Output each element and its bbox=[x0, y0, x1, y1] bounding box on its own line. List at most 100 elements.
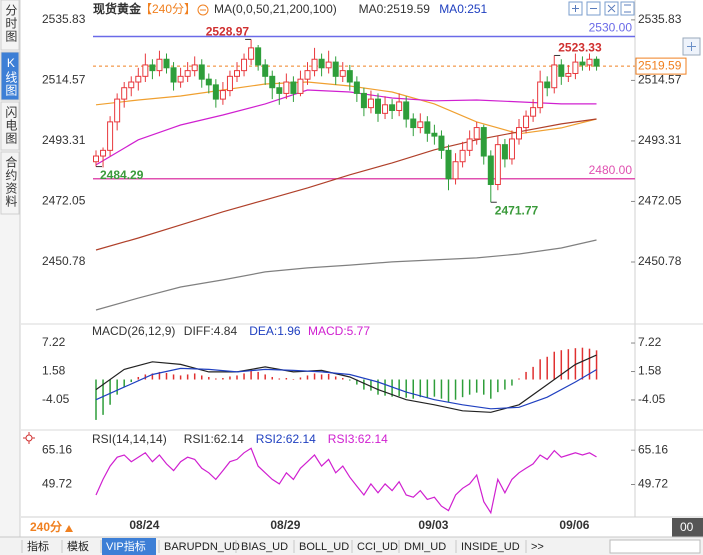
period-selector[interactable]: 240分 bbox=[30, 519, 62, 534]
macd-bar bbox=[546, 356, 548, 380]
candle-body bbox=[593, 58, 600, 67]
macd-bar bbox=[504, 379, 506, 390]
candle-body bbox=[389, 104, 396, 111]
macd-bar bbox=[144, 374, 147, 380]
macd-bar bbox=[236, 375, 238, 380]
tab-label[interactable]: BOLL_UD bbox=[299, 541, 349, 553]
y-tick-label: 1.58 bbox=[638, 364, 662, 378]
candle-body bbox=[184, 70, 191, 77]
sidebar-tab[interactable] bbox=[0, 101, 20, 151]
tab-label[interactable]: INSIDE_UD bbox=[461, 541, 520, 553]
sidebar-tab[interactable] bbox=[0, 151, 20, 215]
settings-icon[interactable] bbox=[23, 432, 35, 444]
candle-body bbox=[353, 81, 360, 94]
tab-label[interactable]: VIP指标 bbox=[106, 539, 146, 553]
macd-bar bbox=[264, 374, 266, 380]
candle-body bbox=[198, 64, 205, 80]
candle-body bbox=[135, 75, 142, 83]
candle-body bbox=[163, 58, 170, 69]
sidebar-tab-label[interactable]: 闪电图 bbox=[4, 106, 18, 145]
period-label: 【240分】 bbox=[140, 2, 196, 16]
candle-body bbox=[530, 107, 537, 117]
macd-bar bbox=[377, 379, 379, 395]
candle-body bbox=[226, 75, 233, 92]
y-tick-label-left: 2493.31 bbox=[42, 133, 86, 147]
candle-body bbox=[360, 92, 367, 109]
candle-body bbox=[544, 81, 551, 89]
macd-bar bbox=[123, 379, 125, 388]
candle-body bbox=[445, 149, 452, 180]
y-tick-label: -4.05 bbox=[638, 392, 666, 406]
sidebar-tab[interactable] bbox=[0, 0, 20, 51]
collapse-icon[interactable] bbox=[197, 4, 209, 16]
macd-bar bbox=[440, 379, 443, 399]
candle-body bbox=[170, 67, 177, 83]
toolbar-button[interactable] bbox=[586, 1, 601, 16]
candle-body bbox=[424, 121, 431, 134]
legend-entry: RSI2:62.14 bbox=[256, 432, 316, 446]
y-tick-label-left: 2535.83 bbox=[42, 12, 86, 26]
sidebar-tab-label[interactable]: K线图 bbox=[4, 56, 18, 97]
candle-body bbox=[262, 64, 269, 77]
macd-bar bbox=[588, 348, 591, 380]
tab-label[interactable]: 指标 bbox=[27, 539, 49, 553]
search-box[interactable] bbox=[609, 539, 701, 554]
tab-label[interactable]: 模板 bbox=[67, 539, 89, 553]
macd-bar bbox=[433, 379, 436, 397]
tab-label[interactable]: DMI_UD bbox=[404, 541, 446, 553]
macd-bar bbox=[201, 375, 203, 380]
macd-bar bbox=[179, 375, 182, 380]
candle-body bbox=[367, 98, 374, 109]
x-tick-label: 08/29 bbox=[270, 518, 300, 532]
macd-bar bbox=[475, 379, 478, 393]
tab-label[interactable]: BIAS_UD bbox=[241, 541, 288, 553]
candle-body bbox=[431, 132, 438, 137]
candle-body bbox=[142, 64, 149, 77]
legend-entry: DIFF:4.84 bbox=[184, 324, 238, 338]
macd-bar bbox=[130, 379, 132, 383]
sidebar-tab-label[interactable]: 分时图 bbox=[4, 4, 18, 43]
y-tick-label: 2514.57 bbox=[638, 73, 682, 87]
dropdown-arrow[interactable] bbox=[65, 525, 73, 532]
annotation-label: 2471.77 bbox=[495, 203, 539, 217]
macd-bar bbox=[363, 379, 365, 390]
macd-bar bbox=[186, 374, 189, 380]
macd-bar bbox=[109, 379, 111, 405]
candle-body bbox=[156, 58, 163, 72]
macd-bar bbox=[384, 379, 386, 396]
y-tick-label: 2493.31 bbox=[638, 133, 682, 147]
toolbar-button[interactable] bbox=[568, 1, 583, 16]
tab-label[interactable]: >> bbox=[531, 541, 544, 553]
macd-bar bbox=[172, 374, 175, 380]
sidebar-tab-label[interactable]: 合约资料 bbox=[4, 155, 18, 208]
macd-bar bbox=[412, 379, 414, 399]
macd-bar bbox=[257, 371, 259, 380]
candle-body bbox=[410, 118, 417, 129]
tab-selected[interactable] bbox=[102, 538, 156, 555]
macd-bar bbox=[518, 378, 520, 380]
y-tick-label-left: 2450.78 bbox=[42, 254, 86, 268]
macd-bar bbox=[490, 379, 492, 399]
macd-bar bbox=[511, 379, 513, 386]
candle-body bbox=[508, 138, 515, 160]
candle-body bbox=[177, 75, 184, 83]
toolbar-button[interactable] bbox=[604, 1, 619, 16]
tab-label[interactable]: BARUPDN_UD bbox=[164, 541, 240, 553]
macd-bar bbox=[461, 379, 464, 398]
ma-line bbox=[95, 89, 597, 166]
tab-label[interactable]: CCI_UD bbox=[357, 541, 398, 553]
macd-bar bbox=[158, 371, 161, 380]
macd-bar bbox=[539, 359, 541, 380]
sidebar-tab[interactable] bbox=[0, 51, 20, 101]
legend-entry: RSI1:62.14 bbox=[184, 432, 244, 446]
candle-body bbox=[346, 70, 353, 83]
y-tick-label: 49.72 bbox=[638, 477, 668, 491]
macd-bar bbox=[271, 376, 273, 380]
y-tick-label: 2450.78 bbox=[638, 254, 682, 268]
indicator-value: MA0:251 bbox=[439, 2, 487, 16]
candle-body bbox=[403, 101, 410, 120]
toolbar-button[interactable] bbox=[620, 1, 635, 16]
legend-entry: RSI3:62.14 bbox=[328, 432, 388, 446]
